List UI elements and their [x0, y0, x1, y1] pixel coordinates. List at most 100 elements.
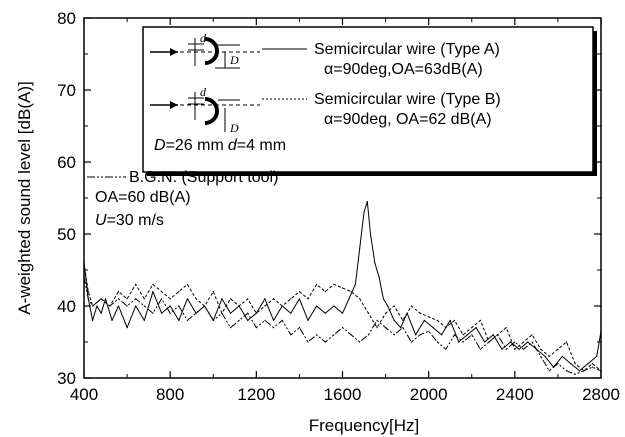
- series-3-point: [436, 341, 438, 343]
- y-axis-title: A-weighted sound level [dB(A)]: [15, 81, 34, 314]
- series-1-point: [423, 319, 425, 321]
- series-1-point: [492, 334, 494, 336]
- series-1-point: [161, 312, 163, 314]
- series-3-point: [393, 334, 395, 336]
- series-1-point: [169, 305, 171, 307]
- series-2: [83, 262, 602, 372]
- series-1-point: [466, 334, 468, 336]
- legend-dim-d-symbol: d: [228, 137, 238, 154]
- series-1-point: [290, 312, 292, 314]
- series-3-point: [117, 298, 120, 300]
- series-1-point: [432, 327, 434, 329]
- series-2-point: [307, 298, 309, 300]
- sketch-b-d-label: d: [200, 85, 207, 99]
- series-1-point: [501, 348, 503, 350]
- series-2-point: [402, 319, 404, 321]
- series-1-point: [117, 305, 120, 307]
- y-tick-label-60: 60: [57, 153, 76, 172]
- series-2-point: [462, 334, 464, 336]
- series-line-3: [83, 277, 602, 375]
- plot-frame: [83, 17, 602, 379]
- series-1-point: [359, 247, 361, 249]
- series-2-point: [87, 291, 89, 293]
- series-3-point: [273, 327, 275, 329]
- series-3-point: [307, 341, 309, 343]
- series-1-point: [441, 334, 443, 336]
- series-2-point: [281, 305, 283, 307]
- series-2-point: [540, 348, 542, 350]
- series-2-point: [290, 298, 292, 300]
- series-line-1: [83, 201, 602, 372]
- series-2-point: [574, 363, 576, 365]
- series-3-point: [178, 305, 180, 307]
- legend-type-a-params: α=90deg,OA=63dB(A): [324, 61, 483, 78]
- series-3-point: [574, 373, 576, 375]
- series-2-point: [531, 334, 533, 336]
- wire-sketch-type-b: d D: [150, 85, 260, 135]
- sketch-b-D-label: D: [229, 121, 239, 135]
- series-3-point: [479, 348, 481, 350]
- series-2-point: [126, 298, 128, 300]
- series-3-point: [385, 327, 387, 329]
- series-3-point: [410, 341, 412, 343]
- series-1-point: [484, 341, 486, 343]
- series-1-point: [363, 211, 365, 213]
- series-3-point: [316, 334, 318, 336]
- series-3-point: [557, 363, 559, 365]
- series-3-point: [522, 348, 525, 350]
- series-1-point: [378, 276, 380, 278]
- series-3-point: [333, 334, 335, 336]
- series-3-point: [453, 334, 456, 336]
- series-3-point: [540, 355, 542, 357]
- legend-dim-d-value: =4 mm: [237, 137, 286, 154]
- series-2-point: [273, 298, 275, 300]
- series-1-point: [186, 298, 188, 300]
- legend-type-a-name: Semicircular wire (Type A): [314, 41, 500, 58]
- series-3-point: [548, 370, 550, 372]
- series-3-point: [531, 341, 533, 343]
- series-3-point: [428, 330, 430, 332]
- series-3-point: [402, 327, 404, 329]
- series-2-point: [471, 327, 473, 329]
- x-tick-label-800: 800: [156, 385, 184, 404]
- y-tick-label-80: 80: [57, 9, 76, 28]
- series-1-point: [229, 312, 232, 314]
- series-3-point: [109, 305, 111, 307]
- series-2-point: [117, 291, 120, 293]
- series-2-point: [324, 291, 326, 293]
- series-2-point: [359, 298, 361, 300]
- series-3-point: [298, 327, 300, 329]
- series-1-point: [143, 319, 145, 321]
- sketch-a-D-label: D: [229, 53, 239, 67]
- series-3-point: [247, 312, 249, 314]
- x-tick-label-400: 400: [70, 385, 98, 404]
- series-3-point: [376, 319, 378, 321]
- series-1-point: [333, 305, 335, 307]
- series-3-point: [462, 341, 464, 343]
- series-3-point: [367, 334, 369, 336]
- series-2-point: [393, 305, 395, 307]
- series-2-point: [333, 283, 335, 285]
- axis-layer: 400 800 1200 1600 2000 2400 2800 30 40 50 60 70 80: [57, 9, 620, 404]
- series-2-point: [195, 298, 197, 300]
- series-1-point: [374, 262, 376, 264]
- series-1-point: [518, 348, 520, 350]
- series-1-point: [387, 305, 389, 307]
- series-1-point: [178, 319, 180, 321]
- series-1-point: [570, 363, 572, 365]
- series-2-point: [298, 291, 300, 293]
- series-1-point: [273, 319, 275, 321]
- legend-dim-D-value: =26 mm: [166, 137, 224, 154]
- series-3-point: [281, 319, 283, 321]
- series-1-point: [458, 341, 460, 343]
- series-2-point: [591, 363, 594, 365]
- series-1-point: [298, 298, 300, 300]
- series-2-point: [255, 312, 257, 314]
- series-1-point: [152, 291, 154, 293]
- series-3-point: [505, 348, 507, 350]
- legend-type-b-name: Semicircular wire (Type B): [314, 91, 501, 108]
- series-1-point: [415, 334, 417, 336]
- series-2-point: [505, 327, 507, 329]
- series-1-point: [111, 319, 113, 321]
- series-3-point: [583, 370, 585, 372]
